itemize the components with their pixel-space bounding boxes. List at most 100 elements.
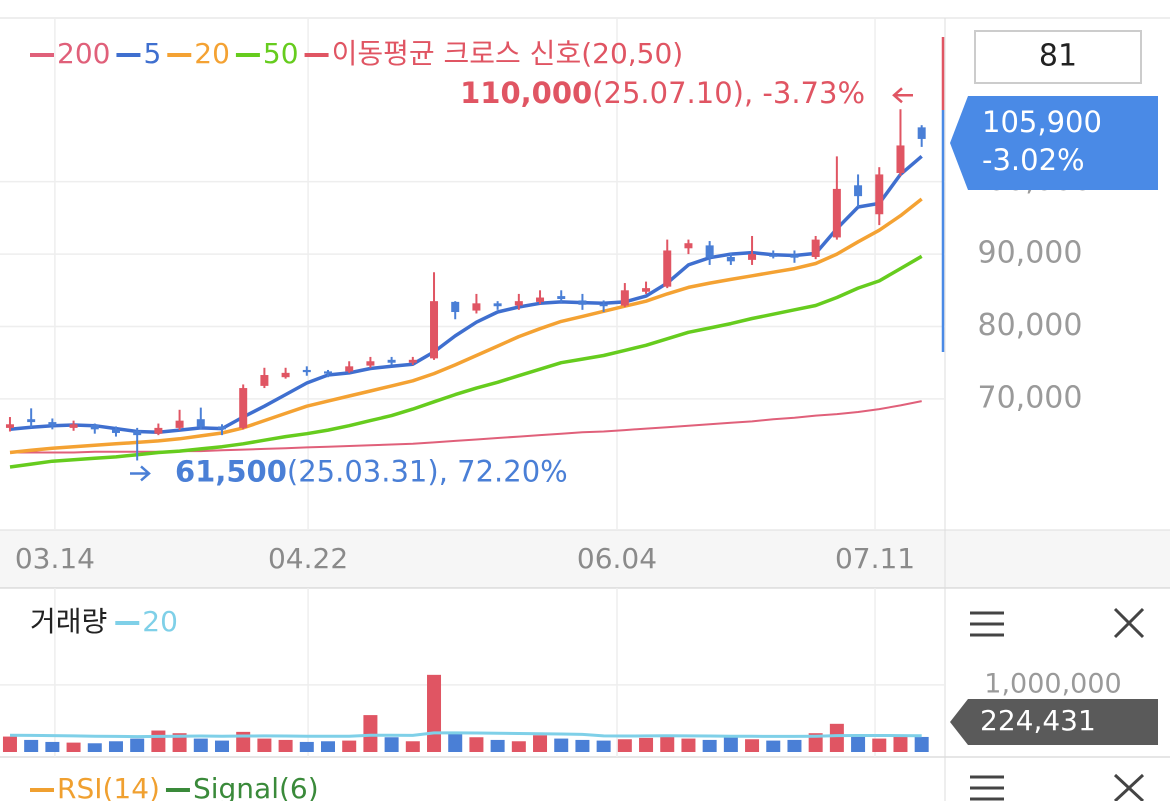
candle-body: [917, 127, 926, 139]
volume-bar: [787, 739, 802, 752]
min-annotation: 61,500(25.03.31), 72.20%: [175, 454, 568, 488]
candle-body: [896, 145, 905, 173]
date-axis-band: [0, 530, 945, 588]
moving-average-line: [10, 400, 922, 454]
candle-body: [111, 429, 120, 433]
candle-body: [260, 375, 269, 386]
candle-body: [196, 419, 205, 427]
candle-body: [154, 427, 163, 434]
current-change: -3.02%: [982, 143, 1085, 177]
candle-body: [790, 254, 799, 258]
candle-body: [430, 301, 439, 359]
period-input-value[interactable]: 81: [1039, 39, 1077, 74]
volume-bar: [617, 739, 632, 752]
plot-layer: 70,00080,00090,000100,00003.1404.2206.04…: [0, 18, 1158, 801]
candle-body: [217, 426, 226, 430]
candle-body: [5, 424, 14, 428]
volume-bar: [172, 733, 187, 752]
corner-band: [945, 530, 1170, 588]
volume-bar: [130, 738, 145, 752]
volume-bar: [533, 735, 548, 752]
volume-bar: [448, 731, 463, 752]
candle-body: [27, 419, 36, 423]
x-tick-label: 04.22: [268, 542, 348, 575]
close-icon[interactable]: [1113, 607, 1145, 639]
menu-icon[interactable]: [970, 611, 1004, 637]
y-tick-label: 80,000: [978, 308, 1083, 343]
max-detail: (25.07.10), -3.73%: [592, 76, 865, 110]
candle-body: [472, 303, 481, 311]
candle-body: [69, 424, 78, 428]
candle-body: [175, 420, 184, 428]
volume-bar: [490, 739, 505, 752]
min-value: 61,500: [175, 454, 287, 488]
volume-bar: [723, 736, 738, 752]
legend-label: 20: [142, 605, 178, 638]
candle-body: [514, 301, 523, 306]
candle-body: [599, 304, 608, 307]
candle-body: [748, 254, 757, 260]
candle-body: [854, 185, 863, 197]
x-tick-label: 07.11: [835, 542, 915, 575]
y-tick-label: 1,000,000: [984, 668, 1121, 699]
volume-bar: [87, 743, 102, 752]
y-tick-label: 90,000: [978, 236, 1083, 271]
volume-bar: [108, 741, 123, 752]
volume-bar: [914, 736, 929, 752]
volume-bar: [681, 738, 696, 752]
volume-bar: [554, 738, 569, 752]
volume-bar: [214, 740, 229, 752]
candle-body: [387, 359, 396, 363]
volume-bar: [278, 739, 293, 752]
menu-icon[interactable]: [970, 775, 1004, 801]
moving-average-line: [9, 254, 923, 469]
candle-body: [663, 250, 672, 287]
candle-body: [302, 369, 311, 373]
period-input[interactable]: [974, 30, 1142, 84]
candle-body: [726, 256, 735, 262]
max-annotation: 110,000(25.07.10), -3.73%: [460, 76, 865, 110]
candle-body: [620, 290, 629, 306]
candle-body: [578, 300, 587, 305]
volume-average-line: [9, 731, 922, 739]
current-price-box: [950, 95, 1158, 190]
y-tick-label: 70,000: [978, 380, 1083, 415]
volume-bar: [193, 738, 208, 752]
candle-body: [408, 359, 417, 363]
volume-bar: [45, 741, 60, 752]
candle-body: [536, 297, 545, 302]
arrow-left: [892, 87, 913, 104]
legend-label: 20: [194, 37, 230, 70]
candle-body: [48, 422, 57, 426]
volume-bar: [384, 737, 399, 752]
arrow-right: [130, 465, 151, 482]
volume-bar: [596, 740, 611, 752]
current-volume: 224,431: [980, 704, 1096, 737]
candle-body: [345, 366, 354, 372]
candle-body: [769, 254, 778, 257]
x-tick-label: 03.14: [15, 542, 95, 575]
volume-bar: [575, 739, 590, 752]
close-icon[interactable]: [1113, 773, 1145, 801]
volume-bar: [257, 738, 272, 752]
volume-bar: [66, 742, 81, 752]
volume-bar: [405, 741, 420, 752]
candle-body: [451, 301, 460, 313]
volume-bar: [766, 740, 781, 752]
current-price: 105,900: [982, 105, 1102, 139]
x-tick-label: 06.04: [577, 542, 657, 575]
volume-bar: [151, 730, 166, 752]
volume-bar: [851, 734, 866, 752]
legend-label: 5: [143, 37, 161, 70]
candle-body: [832, 188, 841, 238]
volume-bar: [299, 741, 314, 752]
max-value: 110,000: [460, 76, 592, 110]
volume-bar: [342, 740, 357, 752]
candle-body: [875, 174, 884, 215]
volume-bar: [469, 737, 484, 752]
legend-label: RSI(14): [57, 772, 160, 801]
legend-label: 200: [57, 37, 110, 70]
legend-label: Signal(6): [193, 772, 319, 801]
